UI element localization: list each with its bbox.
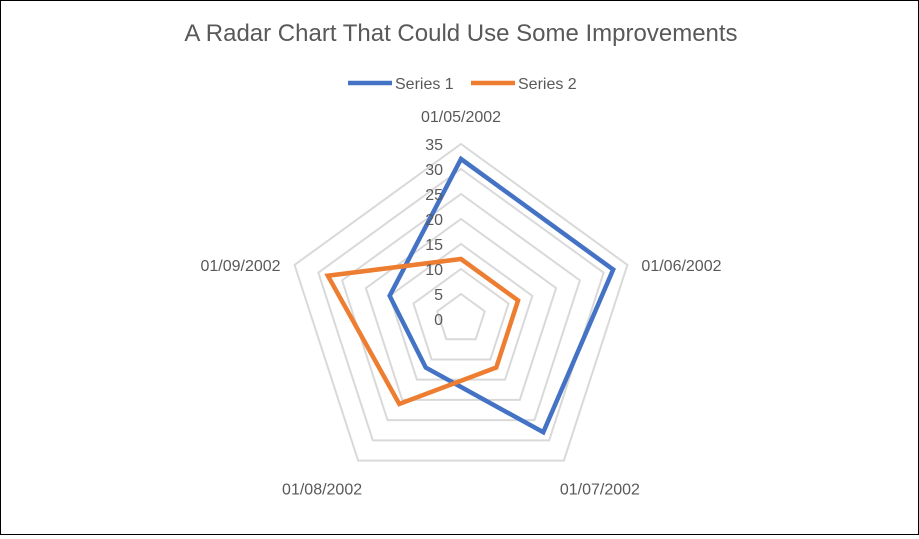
category-label: 01/06/2002: [641, 258, 721, 275]
grid-ring: [364, 217, 558, 401]
series-line-1: [387, 155, 616, 436]
grid-ring: [436, 292, 486, 341]
axis-labels: 0 5 10 15 20 25 30 35 01/05/2002 01/06/2002 01/07/…: [200, 109, 721, 499]
series-group: [324, 155, 616, 436]
tick-label: 30: [425, 162, 443, 179]
legend-label: Series 2: [518, 76, 577, 93]
series-line-2: [324, 256, 521, 407]
tick-label: 15: [425, 237, 443, 254]
legend-label: Series 1: [395, 76, 454, 93]
tick-label: 10: [425, 262, 443, 279]
grid-ring: [317, 167, 605, 442]
tick-label: 0: [434, 312, 443, 329]
category-label: 01/08/2002: [282, 482, 362, 499]
grid-ring: [412, 267, 510, 361]
grid-ring: [293, 142, 629, 462]
tick-label: 25: [425, 187, 443, 204]
category-label: 01/09/2002: [200, 258, 280, 275]
tick-label: 5: [434, 287, 443, 304]
grid-ring: [340, 192, 582, 422]
tick-label: 35: [425, 137, 443, 154]
legend: Series 1 Series 2: [348, 76, 577, 93]
category-label: 01/05/2002: [421, 109, 501, 126]
category-label: 01/07/2002: [560, 482, 640, 499]
chart-title: A Radar Chart That Could Use Some Improv…: [184, 20, 737, 47]
tick-label: 20: [425, 212, 443, 229]
